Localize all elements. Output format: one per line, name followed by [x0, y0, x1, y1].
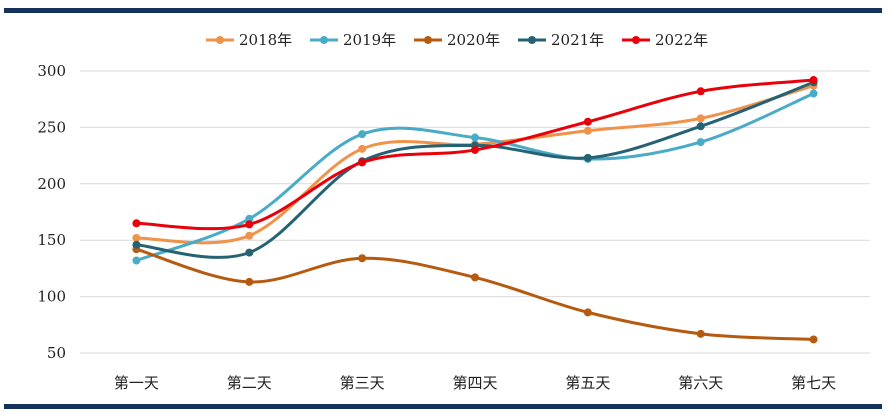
- data-point: [696, 122, 705, 131]
- data-point: [132, 219, 141, 228]
- data-point: [132, 233, 141, 242]
- data-point: [471, 133, 479, 142]
- x-axis-categories: 第一天 第二天 第三天 第四天 第五天 第六天 第七天: [114, 374, 836, 392]
- data-point: [696, 114, 705, 123]
- x-category-label: 第五天: [565, 374, 610, 392]
- legend-swatch-marker: [632, 36, 640, 44]
- legend-label: 2022年: [655, 31, 708, 49]
- data-point: [583, 117, 592, 126]
- y-tick-label: 150: [37, 231, 66, 249]
- data-point: [696, 87, 705, 96]
- x-category-label: 第六天: [678, 374, 723, 392]
- series-line-2021年: [134, 80, 816, 259]
- legend-label: 2020年: [447, 31, 500, 49]
- gridlines: [80, 70, 870, 354]
- x-category-label: 第二天: [227, 374, 272, 392]
- data-point: [471, 273, 479, 282]
- y-tick-label: 100: [37, 288, 66, 306]
- data-point: [358, 158, 367, 167]
- data-point: [809, 76, 818, 85]
- y-tick-label: 200: [37, 175, 66, 193]
- data-point: [583, 126, 592, 135]
- y-tick-label: 300: [37, 62, 66, 80]
- series-line-2018年: [134, 84, 816, 245]
- data-point: [809, 335, 818, 344]
- data-point: [245, 248, 254, 257]
- data-point: [245, 220, 254, 229]
- data-point: [245, 277, 254, 286]
- data-point: [358, 130, 367, 139]
- x-category-label: 第七天: [791, 374, 836, 392]
- data-point: [583, 308, 592, 317]
- legend-swatch-marker: [216, 36, 224, 44]
- data-point: [245, 214, 254, 223]
- series-lines: [134, 78, 816, 341]
- legend-label: 2021年: [551, 31, 604, 49]
- series-line-2020年: [134, 247, 816, 341]
- series-line-2019年: [134, 92, 816, 263]
- y-tick-label: 250: [37, 118, 66, 136]
- data-point: [358, 144, 367, 153]
- data-point: [471, 145, 479, 154]
- x-category-label: 第一天: [114, 374, 159, 392]
- series-line-2022年: [134, 78, 816, 231]
- y-tick-label: 50: [47, 344, 66, 362]
- top-border-rule: [4, 8, 882, 13]
- x-category-label: 第三天: [340, 374, 385, 392]
- data-point: [132, 240, 141, 249]
- legend-swatch-marker: [424, 36, 432, 44]
- legend-label: 2019年: [343, 31, 396, 49]
- legend: 2018年 2019年 2020年 2021年 2022年: [206, 31, 708, 49]
- data-point: [583, 153, 592, 162]
- legend-swatch-marker: [528, 36, 536, 44]
- data-point: [809, 89, 818, 98]
- data-point: [358, 254, 367, 263]
- legend-swatch-marker: [320, 36, 328, 44]
- y-axis-ticks: 50 100 150 200 250 300: [37, 62, 66, 362]
- bottom-border-rule: [4, 404, 882, 409]
- x-category-label: 第四天: [452, 374, 497, 392]
- data-point: [696, 329, 705, 338]
- data-point: [696, 138, 705, 147]
- series-points: [132, 76, 818, 344]
- data-point: [245, 231, 254, 240]
- data-point: [132, 256, 141, 265]
- legend-label: 2018年: [239, 31, 292, 49]
